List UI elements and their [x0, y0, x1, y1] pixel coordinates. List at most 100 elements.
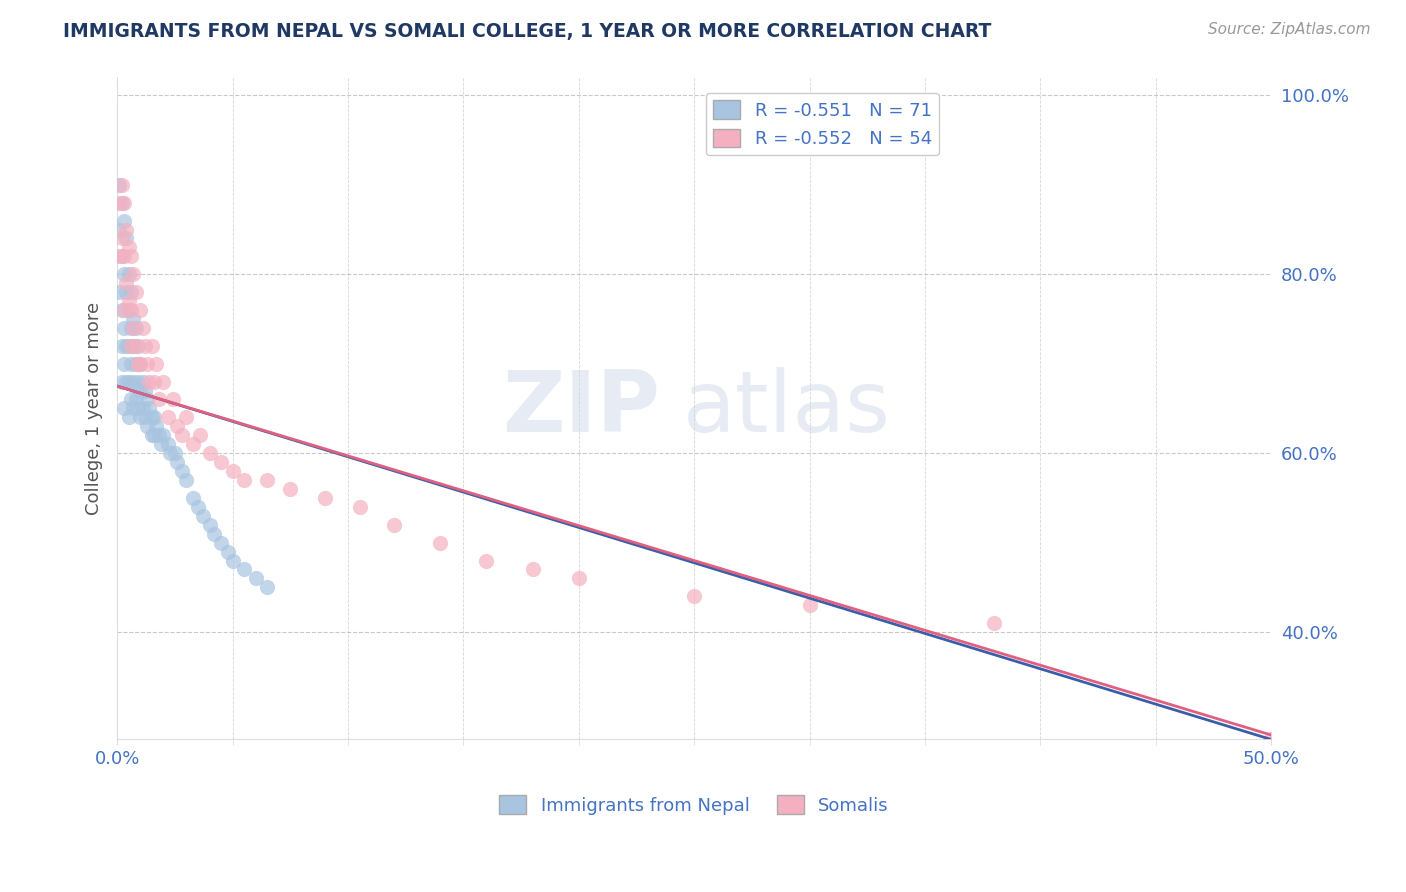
- Point: [129, 410, 152, 425]
- Point: [198, 446, 221, 460]
- Point: [127, 401, 149, 416]
- Point: [111, 249, 134, 263]
- Point: [429, 535, 451, 549]
- Point: [129, 384, 152, 398]
- Point: [188, 428, 211, 442]
- Point: [141, 410, 163, 425]
- Point: [115, 276, 138, 290]
- Point: [127, 339, 149, 353]
- Point: [120, 249, 142, 263]
- Point: [148, 428, 170, 442]
- Point: [148, 392, 170, 407]
- Point: [108, 178, 131, 192]
- Point: [170, 428, 193, 442]
- Point: [118, 267, 141, 281]
- Point: [382, 517, 405, 532]
- Point: [209, 535, 232, 549]
- Point: [256, 473, 278, 487]
- Point: [217, 544, 239, 558]
- Point: [150, 437, 173, 451]
- Point: [112, 267, 135, 281]
- Point: [152, 428, 174, 442]
- Point: [176, 410, 198, 425]
- Point: [108, 249, 131, 263]
- Point: [111, 178, 134, 192]
- Point: [163, 446, 186, 460]
- Point: [159, 446, 181, 460]
- Point: [120, 339, 142, 353]
- Point: [108, 285, 131, 300]
- Point: [122, 339, 145, 353]
- Point: [191, 508, 214, 523]
- Point: [202, 526, 225, 541]
- Point: [122, 321, 145, 335]
- Point: [118, 410, 141, 425]
- Point: [183, 437, 205, 451]
- Point: [112, 357, 135, 371]
- Point: [221, 464, 243, 478]
- Point: [141, 428, 163, 442]
- Point: [136, 357, 159, 371]
- Point: [111, 195, 134, 210]
- Text: IMMIGRANTS FROM NEPAL VS SOMALI COLLEGE, 1 YEAR OR MORE CORRELATION CHART: IMMIGRANTS FROM NEPAL VS SOMALI COLLEGE,…: [63, 22, 991, 41]
- Point: [136, 419, 159, 434]
- Point: [124, 321, 146, 335]
- Point: [127, 375, 149, 389]
- Point: [124, 339, 146, 353]
- Point: [156, 410, 179, 425]
- Point: [120, 357, 142, 371]
- Point: [475, 553, 498, 567]
- Point: [568, 571, 591, 585]
- Point: [152, 375, 174, 389]
- Point: [134, 339, 156, 353]
- Point: [129, 303, 152, 318]
- Point: [314, 491, 336, 505]
- Point: [111, 231, 134, 245]
- Point: [122, 312, 145, 326]
- Point: [162, 392, 184, 407]
- Point: [111, 375, 134, 389]
- Point: [156, 437, 179, 451]
- Legend: Immigrants from Nepal, Somalis: Immigrants from Nepal, Somalis: [492, 789, 896, 822]
- Point: [115, 375, 138, 389]
- Point: [522, 562, 544, 576]
- Point: [136, 392, 159, 407]
- Point: [129, 357, 152, 371]
- Point: [108, 195, 131, 210]
- Point: [120, 321, 142, 335]
- Point: [198, 517, 221, 532]
- Text: Source: ZipAtlas.com: Source: ZipAtlas.com: [1208, 22, 1371, 37]
- Point: [143, 375, 166, 389]
- Point: [122, 401, 145, 416]
- Point: [176, 473, 198, 487]
- Point: [233, 562, 256, 576]
- Point: [112, 213, 135, 227]
- Point: [111, 339, 134, 353]
- Text: ZIP: ZIP: [502, 367, 659, 450]
- Point: [183, 491, 205, 505]
- Point: [233, 473, 256, 487]
- Point: [115, 285, 138, 300]
- Point: [166, 419, 188, 434]
- Point: [983, 616, 1005, 631]
- Point: [129, 357, 152, 371]
- Text: atlas: atlas: [682, 367, 890, 450]
- Point: [115, 222, 138, 236]
- Point: [799, 599, 821, 613]
- Point: [118, 240, 141, 254]
- Point: [112, 303, 135, 318]
- Point: [221, 553, 243, 567]
- Point: [141, 339, 163, 353]
- Point: [131, 321, 153, 335]
- Point: [166, 455, 188, 469]
- Point: [118, 375, 141, 389]
- Point: [115, 339, 138, 353]
- Point: [138, 375, 160, 389]
- Point: [127, 357, 149, 371]
- Point: [187, 500, 209, 514]
- Point: [131, 375, 153, 389]
- Point: [118, 339, 141, 353]
- Point: [118, 294, 141, 309]
- Point: [122, 267, 145, 281]
- Point: [349, 500, 371, 514]
